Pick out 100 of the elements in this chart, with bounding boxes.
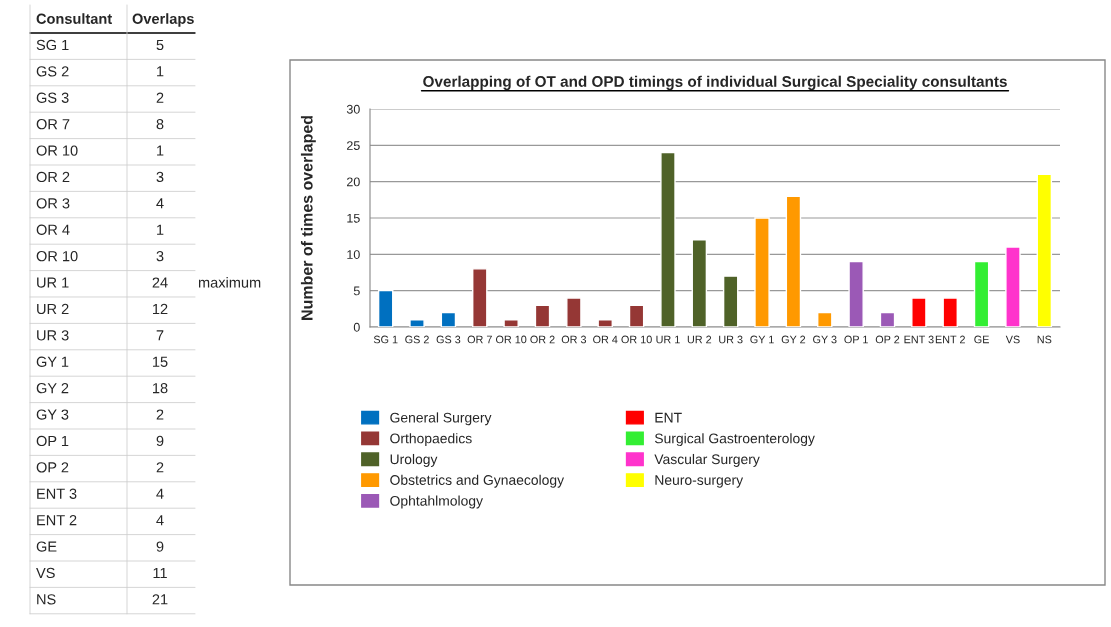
bar	[754, 217, 770, 327]
x-tick-label: OR 4	[593, 335, 618, 344]
x-tick-label: OP 1	[844, 335, 868, 344]
bar	[942, 297, 958, 327]
category-label: VS	[36, 567, 55, 579]
y-tick-label: 25	[347, 141, 360, 150]
category-label: ENT 3	[37, 488, 77, 499]
y-tick-label: 30	[346, 104, 360, 114]
y-tick-label: 15	[347, 213, 360, 223]
bar	[628, 304, 645, 327]
y-tick-label: 20	[347, 177, 360, 187]
y-axis-title: Number of times overlaped	[300, 116, 316, 320]
y-tick-label: 0	[353, 322, 360, 332]
category-label: OR 10	[36, 250, 78, 262]
x-tick-label: GY 3	[813, 335, 837, 344]
bar	[503, 319, 519, 327]
text: 15	[153, 356, 168, 367]
x-tick-label: VS	[1005, 335, 1020, 344]
text: 3	[156, 171, 164, 183]
text: 2	[156, 409, 164, 420]
bar	[973, 260, 990, 327]
category-label: OP 1	[36, 435, 69, 447]
x-tick-label: OR 7	[467, 335, 492, 344]
bar	[722, 275, 739, 327]
bar	[409, 319, 425, 327]
text: 4	[156, 198, 164, 209]
text: 7	[156, 330, 164, 341]
category-label: OR 3	[36, 198, 70, 209]
x-tick-label: OR 3	[561, 335, 587, 344]
x-tick-label: UR 1	[656, 335, 680, 344]
bar	[1036, 173, 1053, 327]
x-tick-label: GY 2	[781, 335, 806, 344]
legend-label: Obstetrics and Gynaecology	[390, 474, 565, 488]
category-label: OR 10	[36, 145, 78, 156]
legend-label: Urology	[390, 453, 438, 467]
bar	[566, 297, 582, 327]
category-label: OR 4	[36, 224, 70, 235]
x-tick-label: OR 2	[530, 335, 555, 344]
legend-label: Surgical Gastroenterology	[654, 433, 815, 447]
legend-label: Orthopaedics	[390, 433, 472, 447]
x-tick-label: GS 3	[436, 335, 461, 344]
bar	[848, 260, 864, 327]
x-tick-label: SG 1	[373, 335, 398, 344]
category-label: ENT 2	[37, 514, 77, 526]
text: Overlaps	[132, 13, 194, 27]
bar	[660, 151, 676, 327]
x-tick-label: ENT 2	[935, 335, 965, 344]
x-tick-label: OP 2	[875, 335, 900, 344]
category-label: GY 3	[36, 409, 69, 420]
legend-label: Ophtahlmology	[390, 495, 483, 509]
x-tick-label: UR 3	[719, 335, 743, 344]
text: 2	[156, 462, 164, 473]
bar	[440, 311, 457, 327]
legend-label: General Surgery	[390, 412, 492, 426]
bar	[879, 311, 896, 327]
category-label: GE	[36, 541, 57, 552]
bar	[472, 268, 488, 327]
x-tick-label: GY 1	[750, 335, 774, 344]
text: 1	[157, 224, 164, 235]
x-tick-label: OR 10	[496, 335, 527, 344]
legend-label: ENT	[655, 412, 682, 423]
text: 12	[153, 303, 168, 314]
text: 2	[156, 92, 164, 103]
text: 11	[153, 567, 167, 578]
legend-label: Neuro-surgery	[655, 475, 744, 488]
text: 5	[156, 39, 164, 51]
x-tick-label: NS	[1037, 335, 1052, 344]
category-label: NS	[37, 594, 56, 605]
text: 9	[156, 435, 164, 447]
bar	[377, 289, 394, 327]
x-tick-label: ENT 3	[904, 335, 934, 344]
text: Consultant	[36, 13, 112, 24]
legend-label: Vascular Surgery	[654, 453, 760, 467]
category-label: GS 3	[36, 92, 69, 103]
category-label: OR 7	[36, 118, 70, 130]
category-label: UR 1	[37, 277, 69, 288]
x-tick-label: GS 2	[405, 335, 429, 344]
bar	[1005, 246, 1021, 327]
category-label: UR 2	[37, 303, 69, 315]
x-tick-label: GE	[974, 335, 989, 344]
chart-title: Overlapping of OT and OPD timings of individual Surgical Speciality consultants	[423, 75, 1007, 91]
text: 1	[157, 66, 164, 77]
text: 8	[156, 118, 164, 130]
x-tick-label: UR 2	[687, 335, 712, 344]
text: 1	[157, 145, 164, 156]
text: 4	[156, 488, 164, 499]
bar	[817, 311, 833, 327]
text: 9	[156, 541, 164, 552]
text: 4	[156, 515, 164, 526]
category-label: SG 1	[36, 39, 69, 51]
category-label: GY 1	[36, 356, 69, 367]
text: 3	[156, 250, 164, 262]
bar	[597, 319, 613, 327]
category-label: GS 2	[36, 66, 69, 77]
category-label: OR 2	[36, 171, 70, 183]
y-tick-label: 10	[347, 250, 360, 259]
text: 18	[153, 382, 168, 394]
category-label: GY 2	[36, 382, 69, 394]
text: 24	[152, 277, 168, 288]
text: 21	[152, 594, 168, 605]
